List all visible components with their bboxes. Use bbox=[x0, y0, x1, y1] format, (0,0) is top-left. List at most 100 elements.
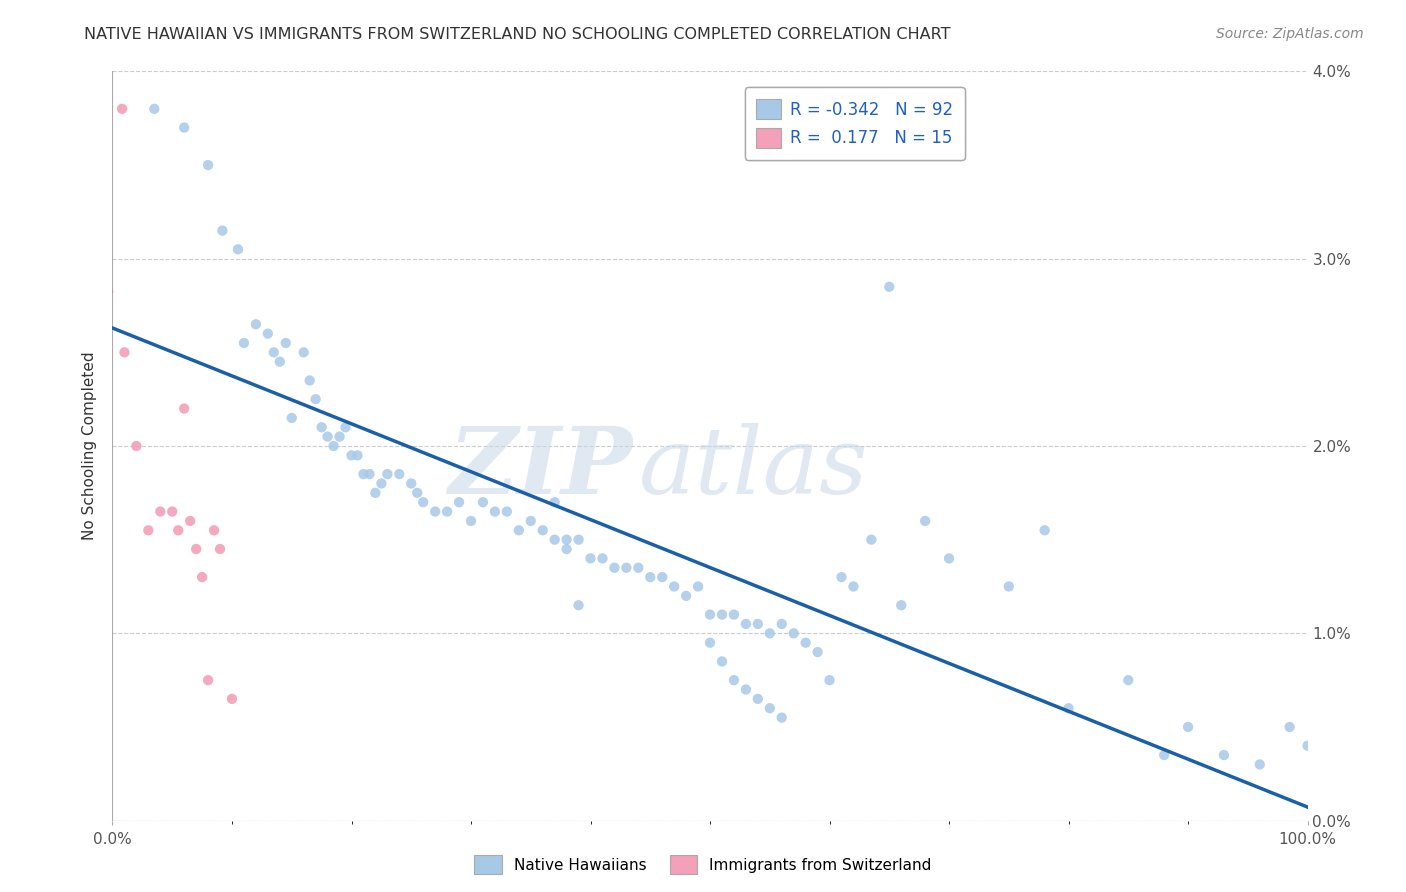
Y-axis label: No Schooling Completed: No Schooling Completed bbox=[82, 351, 97, 541]
Text: atlas: atlas bbox=[638, 424, 868, 514]
Point bbox=[449, 495, 471, 509]
Point bbox=[759, 626, 782, 640]
Point bbox=[425, 505, 447, 519]
Point bbox=[340, 449, 363, 463]
Point bbox=[723, 673, 745, 688]
Point bbox=[723, 607, 745, 622]
Point bbox=[543, 533, 565, 547]
Point bbox=[807, 645, 830, 659]
Point bbox=[292, 345, 315, 359]
Point bbox=[472, 495, 495, 509]
Point bbox=[335, 420, 357, 434]
Point bbox=[616, 561, 638, 575]
Point bbox=[998, 580, 1021, 594]
Point bbox=[322, 439, 344, 453]
Point bbox=[508, 523, 530, 537]
Point bbox=[1296, 739, 1319, 753]
Point bbox=[364, 485, 387, 500]
Point bbox=[1177, 720, 1199, 734]
Point bbox=[770, 617, 793, 632]
Text: Source: ZipAtlas.com: Source: ZipAtlas.com bbox=[1216, 27, 1364, 41]
Point bbox=[191, 570, 214, 584]
Point bbox=[770, 710, 793, 724]
Point bbox=[879, 280, 901, 294]
Point bbox=[531, 523, 554, 537]
Point bbox=[699, 635, 721, 649]
Point bbox=[1033, 523, 1056, 537]
Point bbox=[388, 467, 411, 482]
Point bbox=[699, 607, 721, 622]
Point bbox=[202, 523, 225, 537]
Point bbox=[173, 401, 195, 416]
Point bbox=[688, 580, 710, 594]
Point bbox=[401, 476, 423, 491]
Point bbox=[138, 523, 160, 537]
Point bbox=[735, 617, 758, 632]
Point bbox=[627, 561, 650, 575]
Point bbox=[245, 318, 267, 332]
Point bbox=[1153, 747, 1175, 762]
Point bbox=[209, 542, 232, 557]
Point bbox=[226, 243, 249, 257]
Point bbox=[1278, 720, 1301, 734]
Point bbox=[162, 505, 183, 519]
Point bbox=[167, 523, 190, 537]
Point bbox=[316, 430, 339, 444]
Point bbox=[651, 570, 673, 584]
Point bbox=[520, 514, 543, 528]
Point bbox=[377, 467, 399, 482]
Point bbox=[592, 551, 614, 566]
Point bbox=[173, 120, 195, 135]
Point bbox=[311, 420, 333, 434]
Point bbox=[543, 495, 565, 509]
Point bbox=[1249, 757, 1271, 772]
Point bbox=[783, 626, 806, 640]
Text: ZIP: ZIP bbox=[449, 424, 633, 514]
Point bbox=[197, 158, 219, 172]
Point bbox=[711, 607, 734, 622]
Point bbox=[579, 551, 602, 566]
Legend: R = -0.342   N = 92, R =  0.177   N = 15: R = -0.342 N = 92, R = 0.177 N = 15 bbox=[745, 87, 965, 160]
Legend: Native Hawaiians, Immigrants from Switzerland: Native Hawaiians, Immigrants from Switze… bbox=[468, 849, 938, 880]
Point bbox=[1213, 747, 1236, 762]
Point bbox=[370, 476, 392, 491]
Point bbox=[484, 505, 506, 519]
Point bbox=[281, 411, 304, 425]
Point bbox=[179, 514, 201, 528]
Point bbox=[298, 374, 321, 388]
Point bbox=[555, 542, 578, 557]
Point bbox=[1057, 701, 1080, 715]
Point bbox=[263, 345, 285, 359]
Point bbox=[603, 561, 626, 575]
Point bbox=[114, 345, 135, 359]
Point bbox=[747, 617, 769, 632]
Point bbox=[460, 514, 482, 528]
Point bbox=[143, 102, 166, 116]
Point bbox=[640, 570, 662, 584]
Point bbox=[436, 505, 458, 519]
Point bbox=[914, 514, 936, 528]
Point bbox=[211, 223, 233, 237]
Point bbox=[890, 599, 912, 613]
Point bbox=[860, 533, 883, 547]
Point bbox=[568, 599, 591, 613]
Point bbox=[842, 580, 865, 594]
Point bbox=[555, 533, 578, 547]
Text: NATIVE HAWAIIAN VS IMMIGRANTS FROM SWITZERLAND NO SCHOOLING COMPLETED CORRELATIO: NATIVE HAWAIIAN VS IMMIGRANTS FROM SWITZ… bbox=[84, 27, 950, 42]
Point bbox=[233, 336, 256, 351]
Point bbox=[269, 355, 291, 369]
Point bbox=[412, 495, 434, 509]
Point bbox=[406, 485, 429, 500]
Point bbox=[735, 682, 758, 697]
Point bbox=[711, 655, 734, 669]
Point bbox=[938, 551, 960, 566]
Point bbox=[197, 673, 219, 688]
Point bbox=[359, 467, 381, 482]
Point bbox=[305, 392, 328, 407]
Point bbox=[568, 533, 591, 547]
Point bbox=[274, 336, 297, 351]
Point bbox=[125, 439, 148, 453]
Point bbox=[329, 430, 352, 444]
Point bbox=[346, 449, 368, 463]
Point bbox=[831, 570, 853, 584]
